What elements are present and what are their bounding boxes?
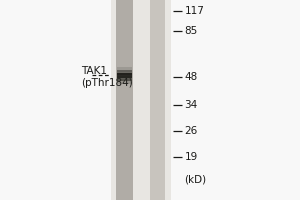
Bar [116, 0, 133, 200]
Text: 34: 34 [184, 100, 198, 110]
Text: 26: 26 [184, 126, 198, 136]
Text: 19: 19 [184, 152, 198, 162]
Text: 117: 117 [184, 6, 204, 16]
Bar [117, 70, 132, 75]
Bar [117, 79, 132, 84]
Text: TAK1: TAK1 [81, 66, 107, 76]
Bar [150, 0, 165, 200]
Bar [117, 76, 132, 81]
Bar [117, 67, 132, 72]
Bar [111, 0, 171, 200]
Bar [117, 73, 132, 78]
Text: (pThr184): (pThr184) [81, 78, 133, 88]
Text: (kD): (kD) [184, 174, 207, 184]
Text: 48: 48 [184, 72, 198, 82]
Text: 85: 85 [184, 26, 198, 36]
